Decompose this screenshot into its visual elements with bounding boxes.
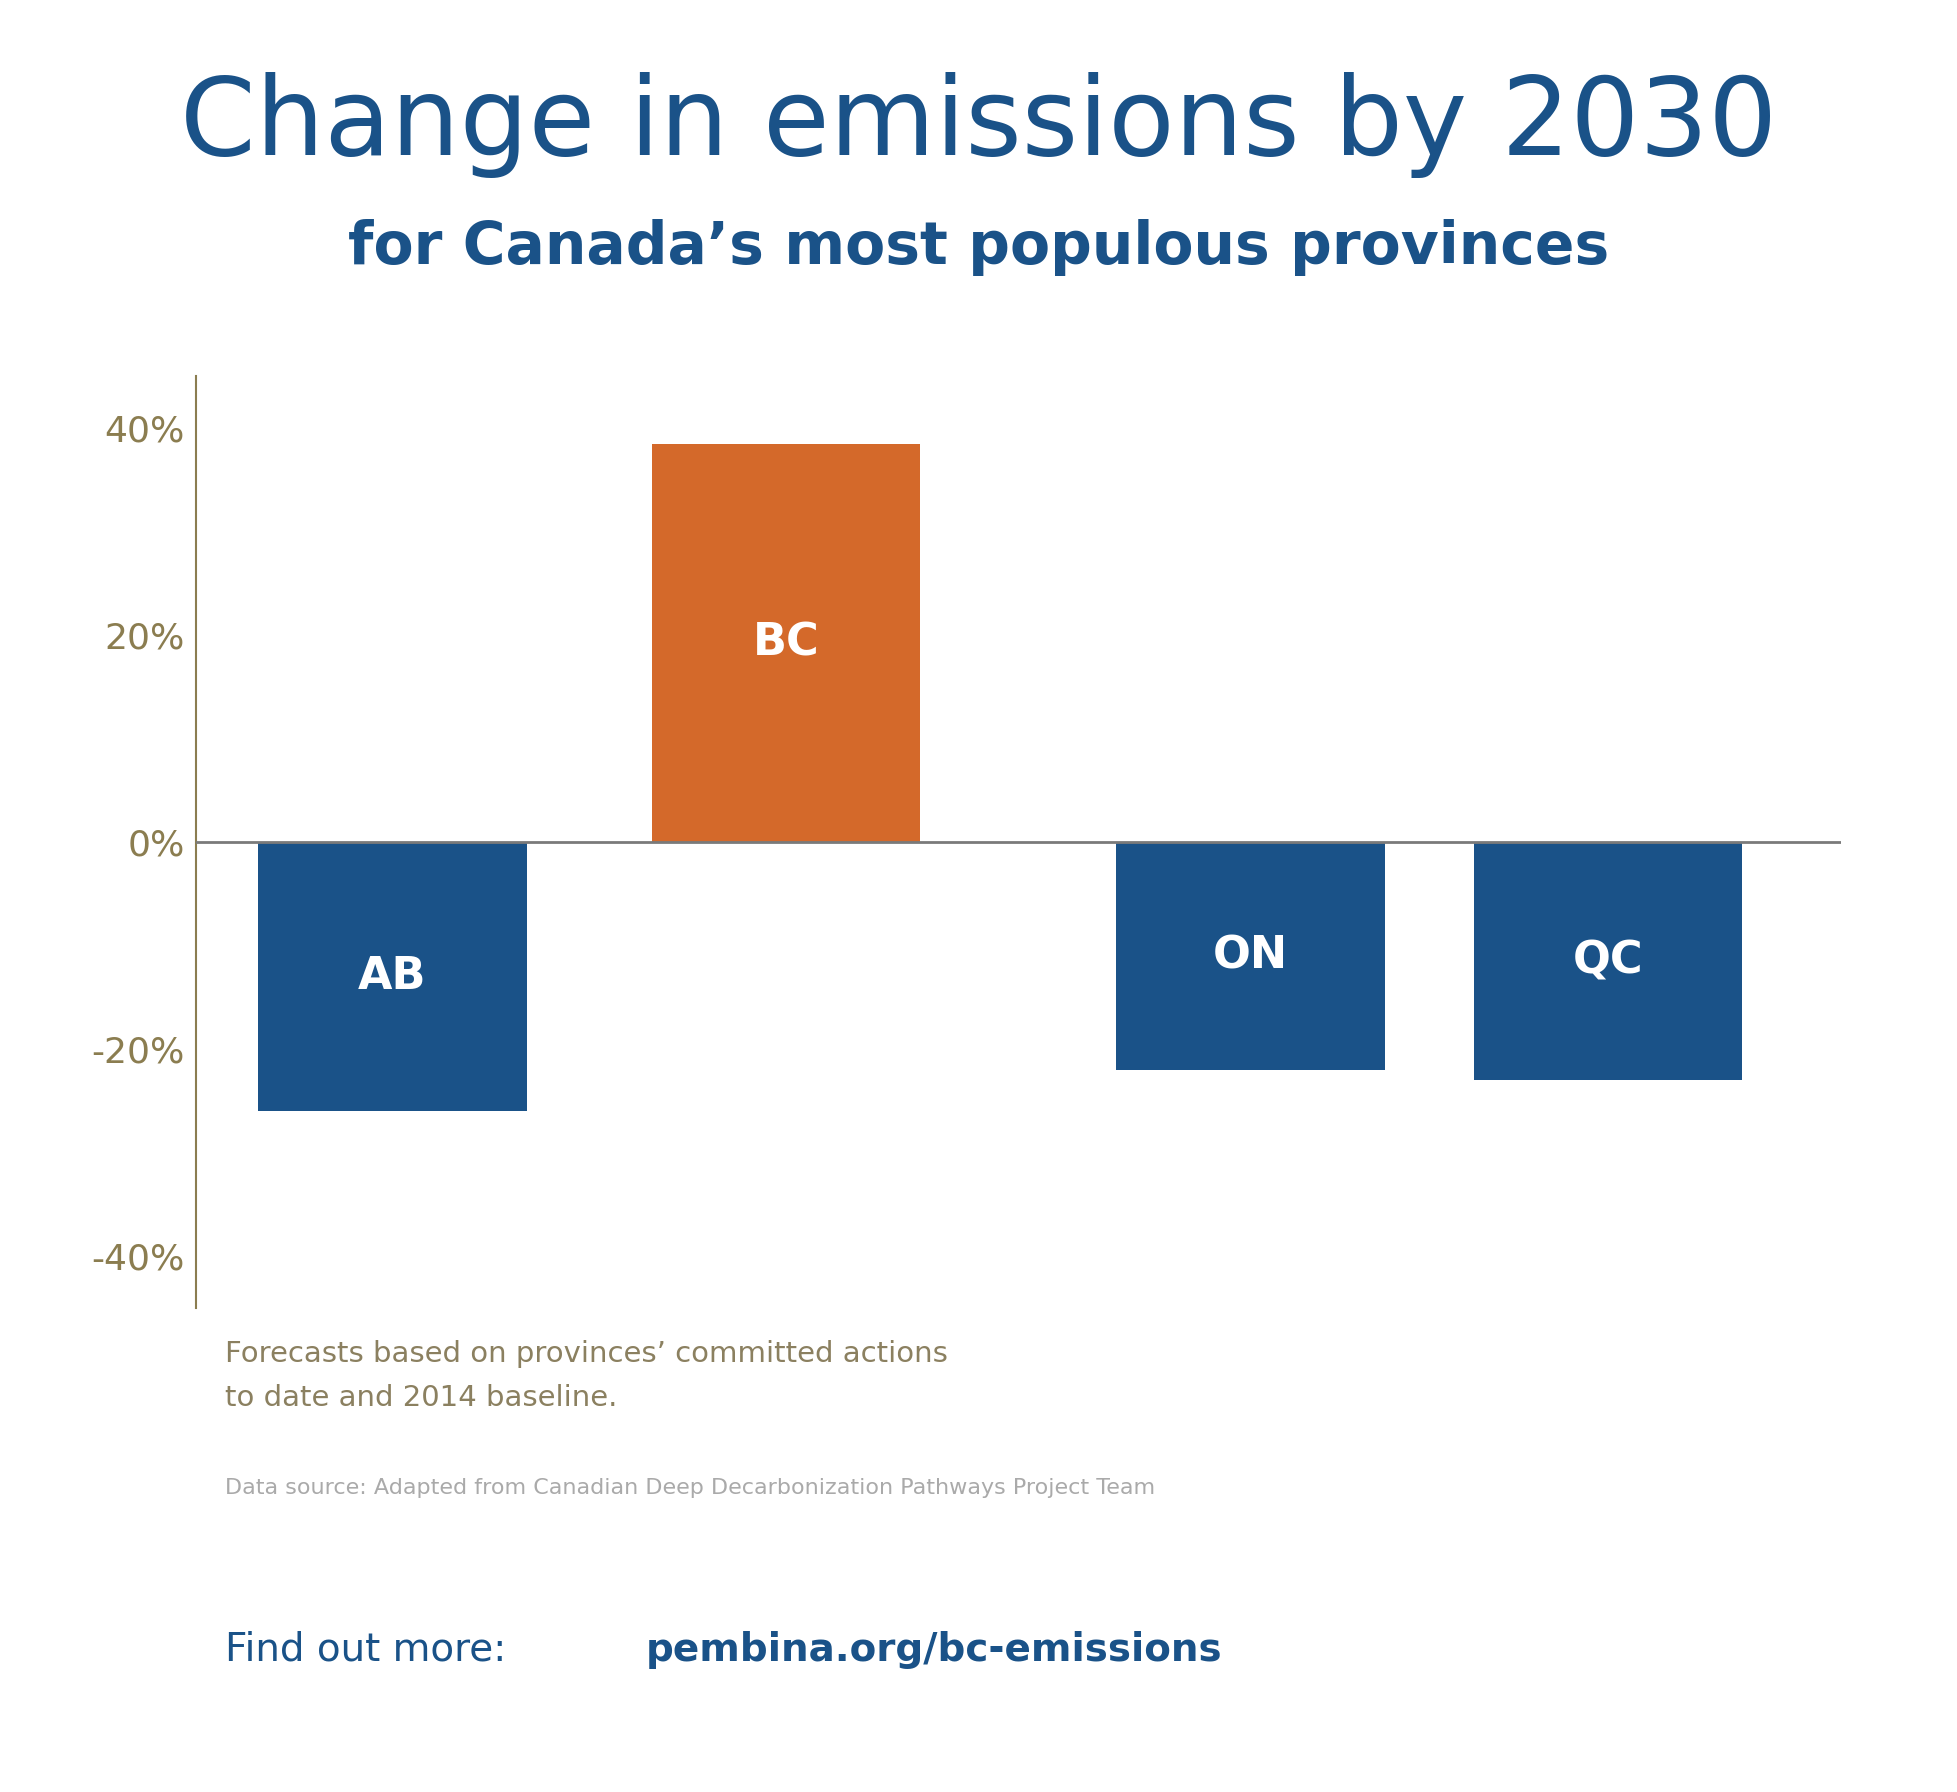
- Text: QC: QC: [1571, 939, 1642, 982]
- Text: for Canada’s most populous provinces: for Canada’s most populous provinces: [348, 219, 1609, 276]
- Bar: [652, 444, 920, 842]
- Text: pembina.org/bc-emissions: pembina.org/bc-emissions: [646, 1631, 1221, 1668]
- Text: Find out more:: Find out more:: [225, 1631, 519, 1668]
- Text: Forecasts based on provinces’ committed actions
to date and 2014 baseline.: Forecasts based on provinces’ committed …: [225, 1340, 947, 1412]
- Text: Data source: Adapted from Canadian Deep Decarbonization Pathways Project Team: Data source: Adapted from Canadian Deep …: [225, 1478, 1155, 1498]
- Text: BC: BC: [751, 622, 818, 665]
- Text: AB: AB: [358, 955, 427, 998]
- Bar: [1115, 842, 1384, 1070]
- Text: Change in emissions by 2030: Change in emissions by 2030: [180, 72, 1777, 177]
- Bar: [1474, 842, 1742, 1081]
- Bar: [258, 842, 526, 1111]
- Text: ON: ON: [1213, 935, 1288, 978]
